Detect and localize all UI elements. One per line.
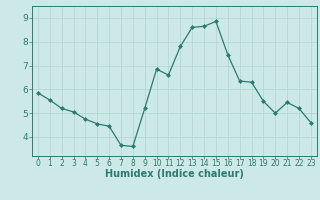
X-axis label: Humidex (Indice chaleur): Humidex (Indice chaleur) <box>105 169 244 179</box>
